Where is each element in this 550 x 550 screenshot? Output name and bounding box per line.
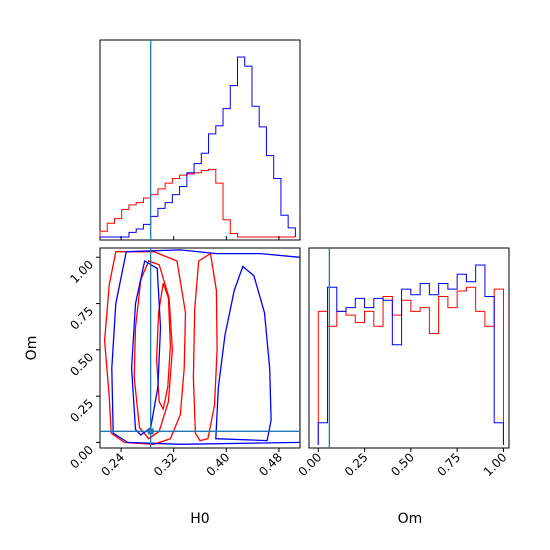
om-x-tick-label-2: 0.50: [388, 450, 417, 479]
om-x-tick-label-4: 1.00: [481, 450, 510, 479]
om-marginal-x-axis-label: Om: [398, 511, 423, 527]
blue-contour-2: [215, 265, 272, 442]
om-marginal-histograms: [317, 248, 504, 448]
h0-histogram-red: [99, 168, 296, 238]
joint-y-tick-label-1: 0.25: [67, 396, 96, 425]
om-x-tick-label-1: 0.25: [342, 450, 371, 479]
joint-contours: [100, 248, 300, 448]
h0-marginal-panel: [99, 39, 301, 241]
om-marginal-panel: [308, 247, 510, 449]
blue-contour-0: [111, 249, 300, 445]
joint-x-tick-label-2: 0.40: [204, 450, 233, 479]
joint-x-tick-label-0: 0.24: [98, 450, 127, 479]
om-histogram-blue: [317, 264, 504, 445]
joint-y-axis-label: Om: [24, 336, 40, 361]
joint-x-axis-label: H0: [190, 511, 209, 527]
joint-y-tick-label-0: 0.00: [67, 443, 96, 472]
h0-histogram-blue: [100, 56, 296, 238]
joint-panel: [99, 247, 301, 449]
om-x-tick-label-3: 0.75: [434, 450, 463, 479]
om-histogram-red: [317, 286, 504, 445]
red-contour-1: [133, 260, 174, 440]
joint-x-tick-label-1: 0.32: [151, 450, 180, 479]
h0-marginal-histograms: [99, 40, 296, 240]
red-contour-3: [192, 252, 218, 442]
om-x-tick-label-0: 0.00: [296, 450, 325, 479]
red-contour-2: [155, 282, 172, 411]
joint-y-tick-label-2: 0.50: [67, 350, 96, 379]
joint-y-tick-label-4: 1.00: [67, 257, 96, 286]
joint-x-tick-label-3: 0.48: [256, 450, 285, 479]
joint-y-tick-label-3: 0.75: [67, 304, 96, 333]
joint-truth-point: [147, 428, 154, 435]
